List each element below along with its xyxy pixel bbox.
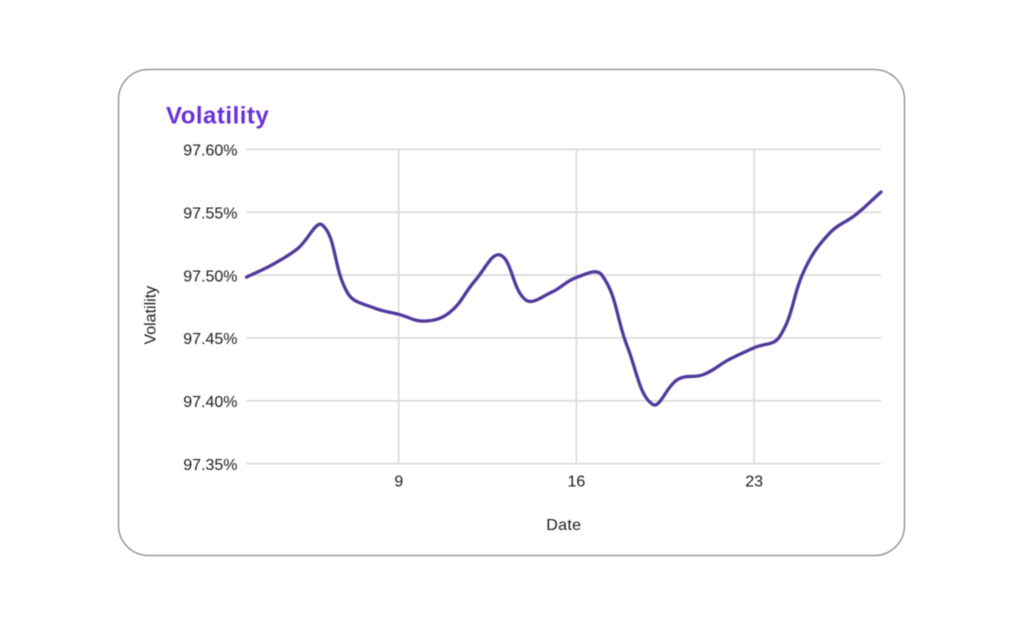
svg-text:97.55%: 97.55% (183, 205, 237, 222)
svg-text:97.40%: 97.40% (183, 394, 237, 411)
svg-text:97.45%: 97.45% (183, 331, 237, 348)
svg-text:23: 23 (745, 474, 763, 491)
svg-text:97.35%: 97.35% (183, 457, 237, 474)
svg-text:Date: Date (546, 517, 581, 534)
svg-text:97.50%: 97.50% (183, 268, 237, 285)
svg-text:9: 9 (394, 474, 403, 491)
svg-text:Volatility: Volatility (166, 102, 269, 129)
svg-text:97.60%: 97.60% (183, 143, 237, 160)
svg-text:Volatility: Volatility (143, 286, 160, 345)
svg-text:16: 16 (568, 474, 586, 491)
